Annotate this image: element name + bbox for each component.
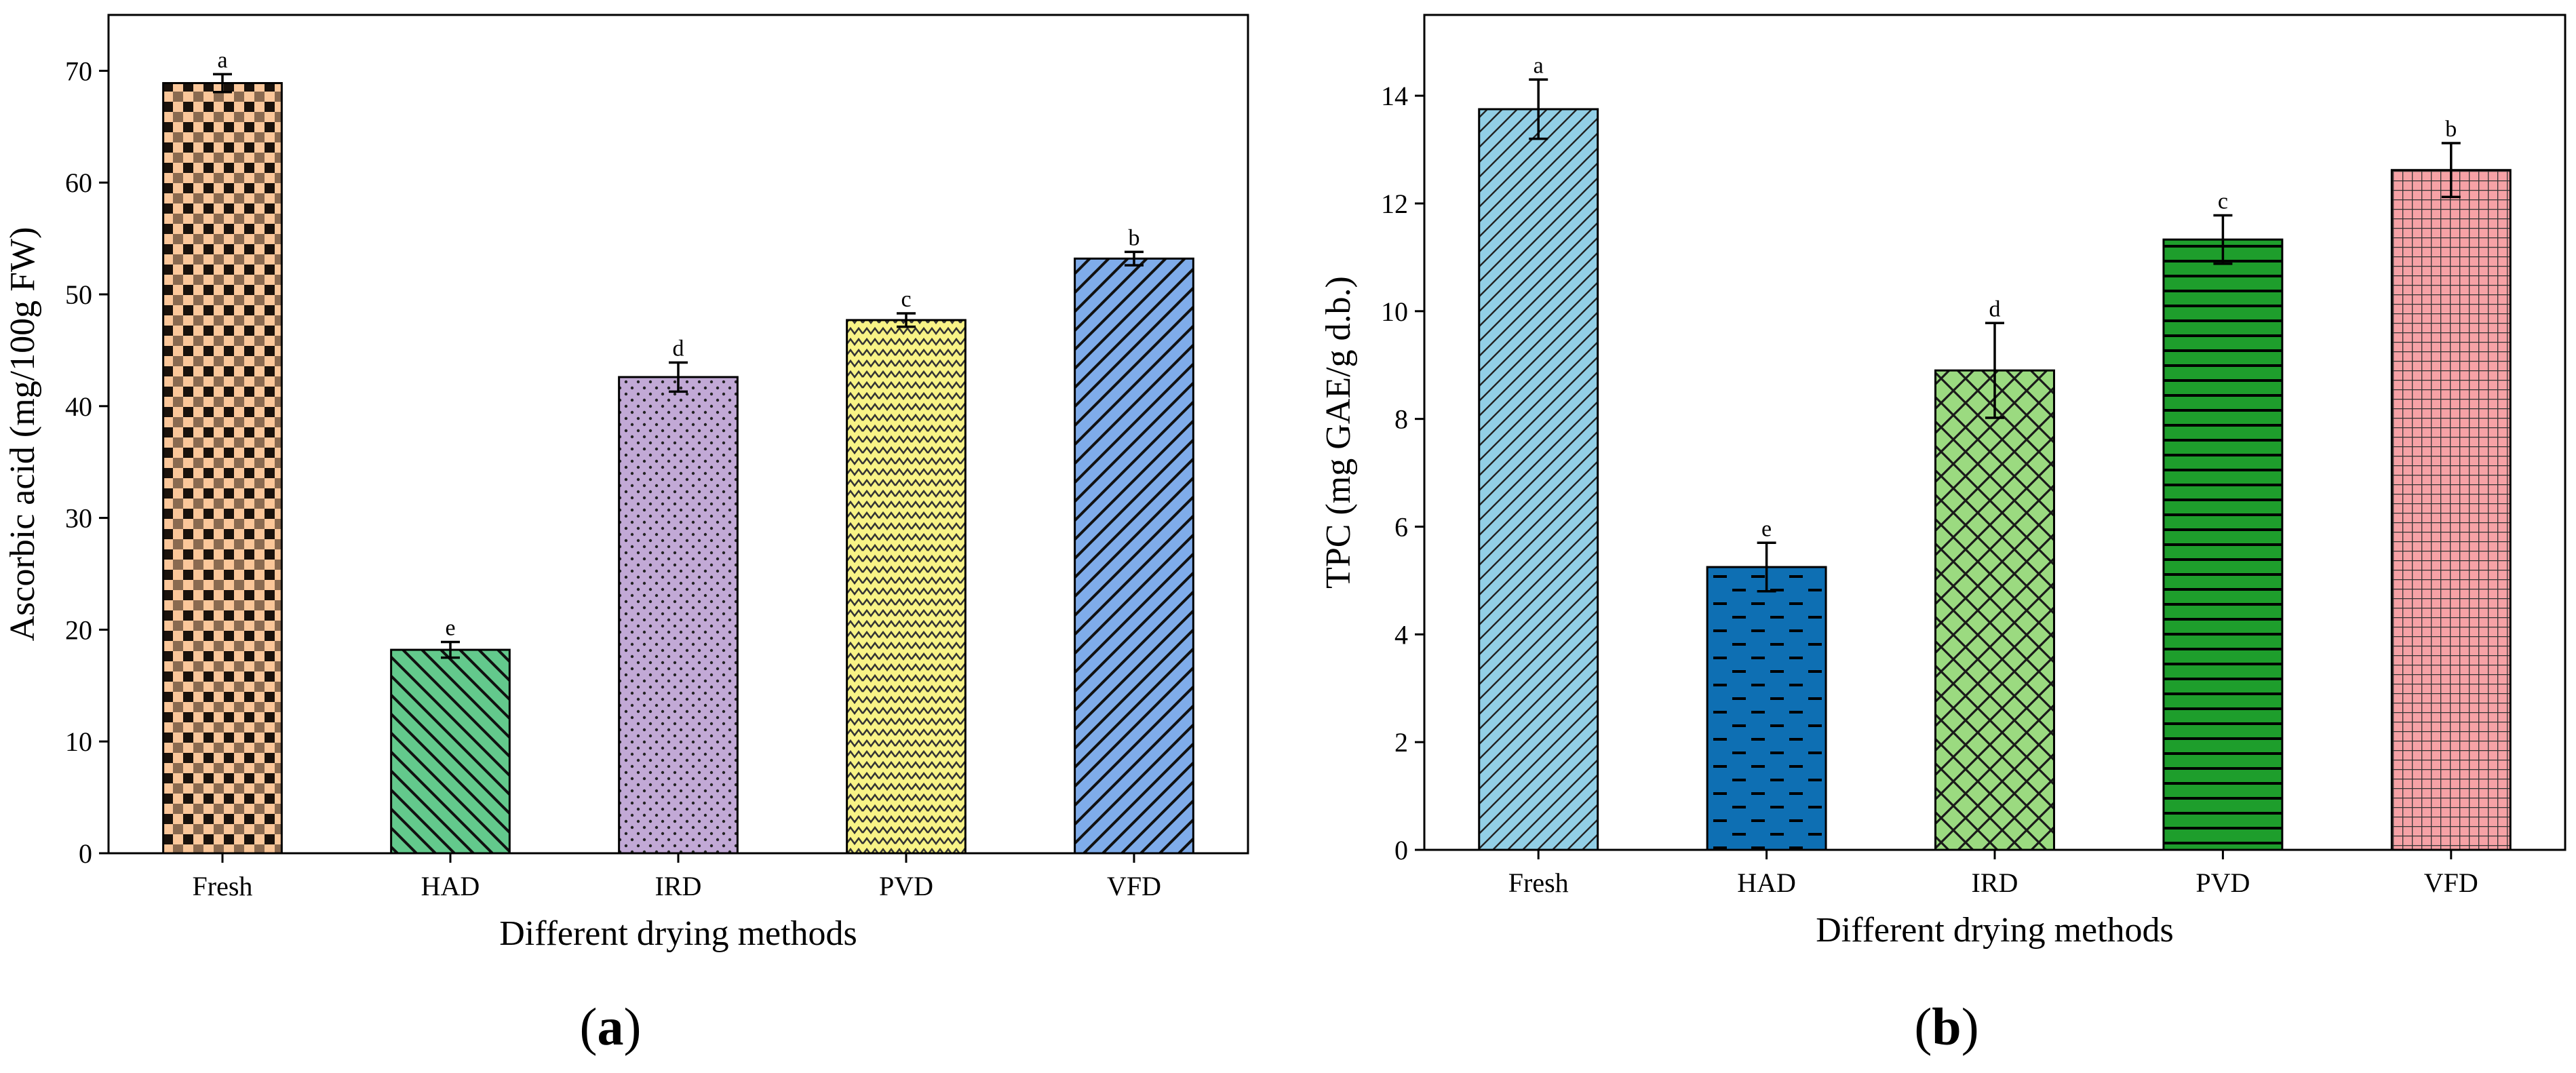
y-tick-label: 6 [1394, 511, 1408, 542]
x-category-label: VFD [1107, 871, 1161, 901]
panel-caption: (b) [1914, 997, 1978, 1056]
bar-ird [1934, 369, 2055, 851]
x-category-label: VFD [2424, 867, 2478, 898]
y-tick-label: 12 [1381, 189, 1408, 219]
caption-open-paren: ( [580, 997, 598, 1056]
significance-letter: b [2445, 117, 2457, 142]
chart-panel-a: 0 10 20 30 40 50 60 70 Ascorbic acid (mg/100g FW… [3, 14, 1249, 1056]
panel-caption: (a) [580, 997, 642, 1056]
y-tick-label: 14 [1381, 81, 1408, 111]
x-category-label: Fresh [1508, 867, 1569, 898]
y-tick-label: 50 [65, 279, 92, 310]
y-tick-label: 40 [65, 391, 92, 422]
x-category-label: HAD [1737, 867, 1796, 898]
y-tick-label: 2 [1394, 727, 1408, 758]
bar-fresh [162, 82, 283, 855]
x-category-label: Fresh [193, 871, 253, 901]
bar-fresh [1478, 108, 1599, 851]
bar-had [1706, 566, 1827, 851]
y-tick-label: 70 [65, 56, 92, 86]
y-tick-label: 10 [1381, 296, 1408, 327]
y-tick-label: 30 [65, 503, 92, 534]
y-tick-label: 4 [1394, 619, 1408, 650]
x-category-label: IRD [1972, 867, 2018, 898]
significance-letter: c [901, 287, 911, 312]
x-category-label: PVD [879, 871, 933, 901]
significance-letter: a [1534, 53, 1544, 78]
caption-close-paren: ) [624, 997, 642, 1056]
bar-pvd [846, 319, 967, 855]
x-category-label: IRD [655, 871, 702, 901]
bar-pvd [2162, 238, 2284, 851]
y-axis-title: TPC (mg GAE/g d.b.) [1319, 276, 1358, 589]
significance-letter: c [2218, 189, 2228, 214]
significance-letter: e [1761, 516, 1772, 541]
bar-vfd [1074, 257, 1194, 855]
x-category-label: HAD [421, 871, 480, 901]
y-tick-label: 0 [1394, 835, 1408, 865]
significance-letter: b [1129, 225, 1140, 250]
y-tick-label: 20 [65, 614, 92, 645]
y-tick-label: 10 [65, 726, 92, 757]
significance-letter: a [217, 47, 227, 73]
y-axis-title: Ascorbic acid (mg/100g FW) [3, 227, 42, 642]
significance-letter: e [445, 616, 455, 641]
caption-letter: a [598, 997, 624, 1056]
y-tick-label: 0 [79, 838, 92, 869]
significance-letter: d [673, 336, 684, 362]
chart-panel-b: 0 2 4 6 8 10 12 14 TPC (mg GAE/g d.b.) a Fresh e HAD… [1319, 14, 2567, 1056]
x-category-label: PVD [2196, 867, 2250, 898]
bar-vfd [2390, 169, 2512, 851]
bar-ird [618, 376, 739, 855]
caption-close-paren: ) [1962, 997, 1979, 1056]
x-axis-title: Different drying methods [499, 914, 857, 953]
bar-had [390, 648, 511, 855]
caption-open-paren: ( [1914, 997, 1932, 1056]
x-axis-title: Different drying methods [1816, 911, 2174, 950]
y-tick-label: 8 [1394, 404, 1408, 435]
y-tick-label: 60 [65, 168, 92, 198]
significance-letter: d [1989, 296, 2001, 321]
caption-letter: b [1932, 997, 1961, 1056]
